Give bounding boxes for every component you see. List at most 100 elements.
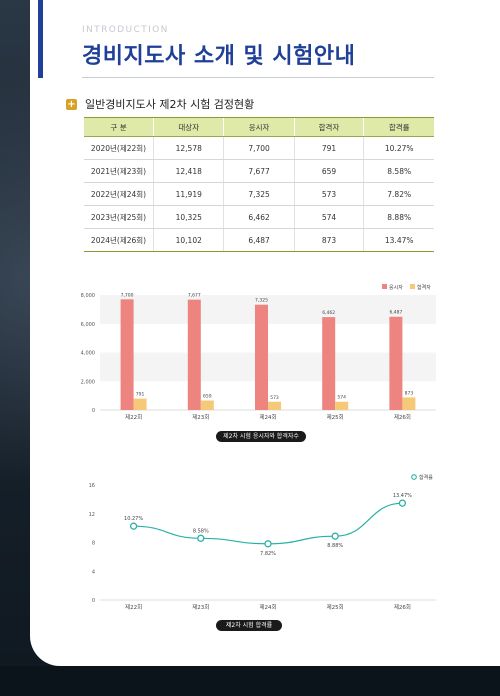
x-tick-label: 제25회	[327, 413, 344, 421]
bar-applicants	[187, 299, 201, 410]
y-tick-label: 12	[89, 512, 95, 518]
y-tick-label: 0	[92, 598, 95, 604]
x-tick-label: 제23회	[192, 413, 209, 421]
bar-chart: 0 2,000 4,000 6,000 8,000 7,700 791 제22회 7,677 65…	[81, 284, 436, 421]
table-header: 합격률	[363, 117, 434, 137]
bar-passers	[200, 400, 214, 410]
table-row: 2020년(제22회) 12,578 7,700 791 10.27%	[84, 136, 434, 160]
line-chart-caption: 제2차 시험 합격률	[216, 620, 282, 631]
table-cell: 11,919	[153, 182, 224, 206]
title-divider	[82, 77, 434, 78]
accent-bar	[38, 0, 43, 78]
bar-value-label: 791	[136, 392, 145, 398]
point-value-label: 8.88%	[327, 543, 343, 549]
legend-swatch	[411, 474, 417, 480]
table-row: 2024년(제26회) 10,102 6,487 873 13.47%	[84, 228, 434, 252]
table-cell: 873	[293, 228, 364, 252]
table-cell: 573	[293, 182, 364, 206]
table-row: 2022년(제24회) 11,919 7,325 573 7.82%	[84, 182, 434, 206]
bar-value-label: 6,487	[389, 310, 402, 316]
x-tick-label: 제24회	[259, 413, 276, 421]
line-chart: 0 4 8 12 16 10.27% 제22회 8.58% 제23회 7.82% 제24회 8.88%…	[89, 474, 436, 611]
table-cell: 2020년(제22회)	[84, 136, 154, 160]
plus-icon: +	[66, 98, 77, 110]
bar-value-label: 573	[270, 395, 279, 401]
legend-label: 합격률	[419, 474, 433, 481]
statistics-table: 구 분 대상자 응시자 합격자 합격률 2020년(제22회) 12,578 7…	[84, 117, 434, 252]
table-cell: 12,578	[153, 136, 224, 160]
bar-applicants	[120, 299, 134, 410]
x-tick-label: 제24회	[259, 603, 276, 611]
bar-value-label: 7,700	[121, 292, 134, 298]
bar-applicants	[255, 304, 268, 410]
y-tick-label: 2,000	[81, 379, 95, 385]
table-cell: 2021년(제23회)	[84, 159, 154, 183]
table-cell: 659	[293, 159, 364, 183]
table-cell: 791	[293, 136, 364, 160]
bar-chart-caption: 제2차 시험 응시자와 합격자수	[216, 431, 306, 442]
table-cell: 7,325	[223, 182, 295, 206]
point-value-label: 7.82%	[260, 551, 276, 557]
legend-label: 응시자	[389, 284, 403, 291]
data-point	[129, 522, 138, 530]
table-cell: 12,418	[153, 159, 224, 183]
bar-applicants	[322, 317, 336, 410]
x-tick-label: 제22회	[125, 603, 142, 611]
y-tick-label: 8,000	[81, 293, 95, 299]
data-point	[264, 540, 272, 548]
y-tick-label: 6,000	[81, 322, 95, 328]
table-cell: 2023년(제25회)	[84, 205, 154, 229]
table-header: 대상자	[153, 117, 224, 137]
table-cell: 13.47%	[363, 228, 434, 252]
bar-value-label: 7,677	[188, 293, 201, 299]
bar-passers	[133, 398, 147, 410]
table-cell: 8.58%	[363, 159, 434, 183]
x-tick-label: 제26회	[394, 413, 411, 421]
data-point	[197, 534, 205, 542]
table-header: 합격자	[293, 117, 364, 137]
bar-value-label: 6,462	[322, 310, 335, 316]
bar-passers	[402, 397, 416, 410]
table-cell: 2022년(제24회)	[84, 182, 154, 206]
table-cell: 7,700	[223, 136, 295, 160]
section-overline: INTRODUCTION	[82, 25, 169, 35]
page-title: 경비지도사 소개 및 시험안내	[82, 44, 356, 69]
table-row: 2021년(제23회) 12,418 7,677 659 8.58%	[84, 159, 434, 183]
table-cell: 6,462	[223, 205, 295, 229]
legend-swatch	[382, 284, 387, 289]
legend-label: 합격자	[417, 284, 431, 291]
section-title: 일반경비지도사 제2차 시험 검정현황	[85, 98, 255, 111]
table-cell: 6,487	[223, 228, 295, 252]
table-cell: 7.82%	[363, 182, 434, 206]
point-value-label: 10.27%	[124, 516, 143, 522]
table-cell: 10,102	[153, 228, 224, 252]
table-cell: 10,325	[153, 205, 224, 229]
y-tick-label: 8	[92, 541, 95, 547]
table-header: 응시자	[223, 117, 295, 137]
point-value-label: 8.58%	[193, 528, 209, 534]
bottom-band	[0, 666, 500, 696]
y-tick-label: 4	[92, 569, 95, 575]
bar-passers	[268, 401, 281, 410]
data-point	[398, 499, 407, 507]
x-tick-label: 제26회	[394, 603, 411, 611]
bar-value-label: 659	[203, 394, 212, 400]
table-header-row: 구 분 대상자 응시자 합격자 합격률	[84, 117, 434, 137]
table-cell: 8.88%	[363, 205, 434, 229]
legend-swatch	[410, 284, 415, 289]
bar-value-label: 7,325	[255, 298, 268, 304]
point-value-label: 13.47%	[393, 493, 412, 499]
x-tick-label: 제23회	[192, 603, 209, 611]
table-cell: 7,677	[223, 159, 295, 183]
table-header: 구 분	[84, 117, 154, 137]
bar-value-label: 574	[337, 395, 346, 401]
y-tick-label: 0	[92, 408, 95, 414]
data-point	[331, 532, 339, 540]
y-tick-label: 4,000	[81, 351, 95, 357]
x-tick-label: 제25회	[327, 603, 344, 611]
bar-passers	[335, 401, 349, 410]
table-cell: 2024년(제26회)	[84, 228, 154, 252]
pass-rate-line	[133, 502, 403, 545]
table-cell: 574	[293, 205, 364, 229]
table-cell: 10.27%	[363, 136, 434, 160]
